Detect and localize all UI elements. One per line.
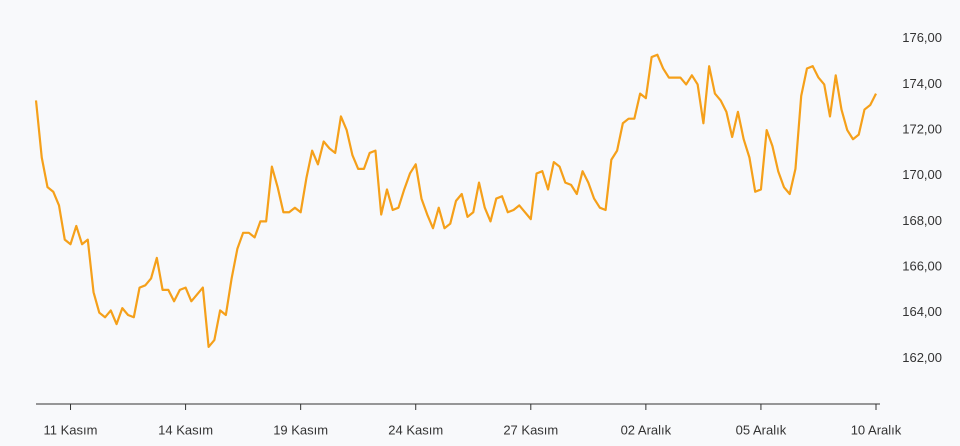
y-tick-label: 176,00	[902, 30, 942, 45]
y-tick-label: 164,00	[902, 304, 942, 319]
y-tick-label: 168,00	[902, 213, 942, 228]
x-tick-label: 10 Aralık	[851, 422, 902, 437]
y-tick-label: 174,00	[902, 76, 942, 91]
y-tick-label: 166,00	[902, 258, 942, 273]
y-tick-label: 172,00	[902, 122, 942, 137]
x-tick-label: 19 Kasım	[273, 422, 328, 437]
x-tick-label: 27 Kasım	[503, 422, 558, 437]
x-tick-label: 14 Kasım	[158, 422, 213, 437]
y-tick-label: 170,00	[902, 167, 942, 182]
x-tick-label: 05 Aralık	[736, 422, 787, 437]
x-tick-label: 24 Kasım	[388, 422, 443, 437]
x-tick-label: 02 Aralık	[621, 422, 672, 437]
price-line	[34, 53, 877, 349]
x-tick-label: 11 Kasım	[44, 422, 98, 437]
y-tick-label: 162,00	[902, 350, 942, 365]
